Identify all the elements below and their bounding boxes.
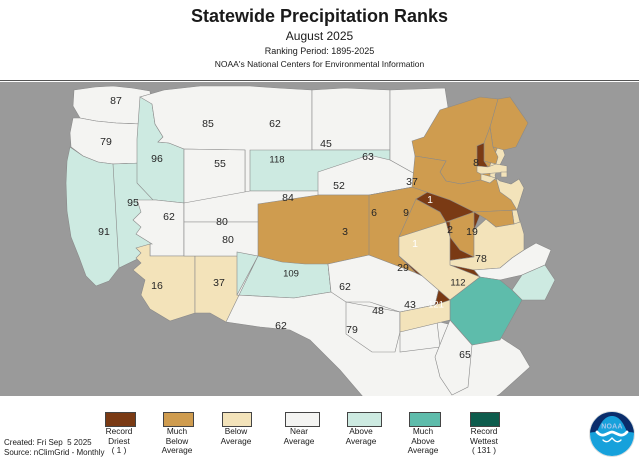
svg-text:37: 37	[213, 277, 225, 289]
svg-text:37: 37	[406, 176, 418, 188]
svg-text:NOAA: NOAA	[601, 424, 622, 431]
svg-text:2: 2	[447, 224, 453, 236]
svg-text:9: 9	[403, 207, 409, 219]
svg-text:6: 6	[371, 207, 377, 219]
svg-text:43: 43	[404, 299, 416, 311]
svg-text:55: 55	[214, 158, 226, 170]
svg-text:95: 95	[127, 197, 139, 209]
svg-text:112: 112	[450, 278, 465, 289]
svg-text:79: 79	[100, 136, 112, 148]
svg-text:16: 16	[151, 280, 163, 292]
svg-text:65: 65	[459, 349, 471, 361]
svg-text:1: 1	[412, 238, 418, 250]
svg-text:87: 87	[110, 95, 122, 107]
svg-text:63: 63	[362, 151, 374, 163]
svg-text:29: 29	[397, 262, 409, 274]
svg-text:45: 45	[320, 138, 332, 150]
svg-text:85: 85	[202, 118, 214, 130]
svg-text:96: 96	[151, 153, 163, 165]
svg-text:121: 121	[428, 300, 444, 311]
svg-text:8: 8	[473, 157, 479, 169]
svg-text:19: 19	[466, 226, 478, 238]
svg-text:91: 91	[98, 226, 110, 238]
svg-text:1: 1	[427, 194, 433, 206]
svg-text:62: 62	[269, 118, 281, 130]
svg-text:80: 80	[216, 216, 228, 228]
svg-text:79: 79	[346, 324, 358, 336]
svg-text:62: 62	[339, 281, 351, 293]
svg-text:78: 78	[475, 253, 487, 265]
svg-text:3: 3	[342, 226, 348, 238]
svg-text:62: 62	[163, 211, 175, 223]
svg-text:48: 48	[372, 305, 384, 317]
svg-text:84: 84	[282, 192, 294, 204]
svg-text:118: 118	[269, 155, 284, 166]
svg-text:52: 52	[333, 180, 345, 192]
svg-text:62: 62	[275, 320, 287, 332]
svg-text:80: 80	[222, 234, 234, 246]
svg-text:109: 109	[283, 269, 299, 280]
